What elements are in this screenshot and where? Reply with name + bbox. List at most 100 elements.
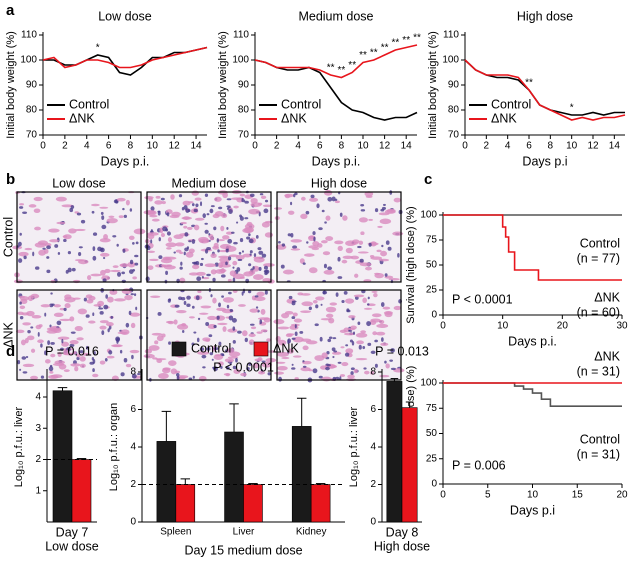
cell	[120, 263, 129, 268]
cell	[227, 278, 232, 282]
cell	[99, 320, 109, 324]
cell	[225, 261, 228, 266]
cell	[322, 290, 328, 295]
cell	[233, 241, 238, 245]
cell	[85, 314, 90, 318]
cell	[284, 310, 294, 315]
cell	[54, 244, 59, 248]
cell	[312, 299, 318, 304]
cell	[278, 339, 287, 346]
legend-label: Control	[69, 97, 109, 111]
cell	[97, 246, 102, 252]
cell	[301, 196, 306, 201]
cell	[348, 315, 356, 319]
cell	[64, 303, 71, 309]
cell	[261, 361, 273, 368]
annotation: (n = 31)	[577, 447, 620, 461]
y-tick-label: 80	[448, 105, 460, 116]
y-tick-label: 0	[130, 517, 136, 528]
cell	[363, 307, 373, 310]
cell	[289, 325, 299, 330]
cell	[57, 336, 70, 340]
cell	[390, 367, 396, 371]
cell	[146, 210, 157, 216]
cell	[150, 295, 161, 298]
cell	[18, 251, 29, 257]
bar	[386, 381, 403, 523]
cell	[112, 344, 122, 347]
cell	[334, 198, 338, 201]
cell	[30, 326, 34, 329]
cell	[132, 242, 135, 245]
x-tick-label: 2	[484, 141, 490, 152]
x-axis-label: Days p.i	[510, 503, 555, 517]
x-tick-label: 6	[106, 141, 112, 152]
cell	[59, 307, 65, 311]
cell	[200, 305, 212, 309]
x-tick-label: 8	[128, 141, 134, 152]
cell	[145, 276, 150, 282]
cell	[370, 318, 381, 323]
cell	[323, 269, 335, 275]
cell	[183, 225, 188, 229]
x-tick-label: 12	[379, 141, 391, 152]
bar	[52, 390, 73, 523]
cell	[180, 261, 183, 266]
cell	[58, 363, 67, 370]
cell	[100, 211, 104, 215]
y-tick-label: 8	[130, 367, 136, 378]
cell	[242, 330, 248, 337]
cell	[129, 259, 134, 265]
cell	[387, 246, 392, 251]
cell	[294, 331, 298, 336]
cell	[376, 249, 382, 253]
cell	[191, 305, 195, 309]
cell	[370, 370, 375, 375]
cell	[355, 332, 368, 338]
cell	[248, 333, 256, 338]
cell	[258, 250, 264, 255]
cell	[280, 264, 285, 269]
cell	[292, 336, 304, 343]
cell	[248, 362, 252, 367]
cell	[248, 270, 256, 275]
cell	[46, 269, 51, 274]
cell	[277, 326, 290, 330]
error-bar	[180, 478, 191, 485]
cell	[109, 289, 118, 295]
error-bar	[76, 458, 87, 460]
cell	[99, 238, 111, 243]
y-tick-label: 4	[130, 442, 136, 453]
cell	[48, 366, 54, 372]
x-axis-label: Day 15 medium dose	[184, 543, 302, 557]
cell	[276, 365, 288, 371]
y-tick-label: 70	[26, 130, 38, 141]
cell	[393, 305, 402, 311]
cell	[285, 333, 293, 338]
chart-title: Medium dose	[298, 9, 373, 23]
cell	[208, 233, 211, 236]
cell	[161, 333, 166, 338]
cell	[18, 258, 23, 263]
cell	[345, 247, 353, 254]
y-tick-label: 80	[238, 105, 250, 116]
cell	[107, 296, 114, 303]
legend-label: ΔNK	[273, 341, 299, 355]
y-tick-label: 110	[233, 30, 249, 41]
cell	[365, 266, 372, 271]
cell	[116, 197, 126, 202]
cell	[194, 197, 202, 201]
cell	[260, 329, 268, 333]
cell	[230, 197, 243, 201]
cell	[44, 359, 51, 364]
series-line	[464, 59, 626, 121]
cell	[366, 321, 371, 327]
image-border	[276, 289, 402, 381]
error-bar	[161, 410, 172, 442]
cell	[147, 232, 159, 236]
cell	[302, 262, 306, 265]
cell	[206, 273, 211, 277]
cell	[290, 201, 293, 206]
cell	[370, 350, 376, 355]
cell	[331, 347, 336, 352]
